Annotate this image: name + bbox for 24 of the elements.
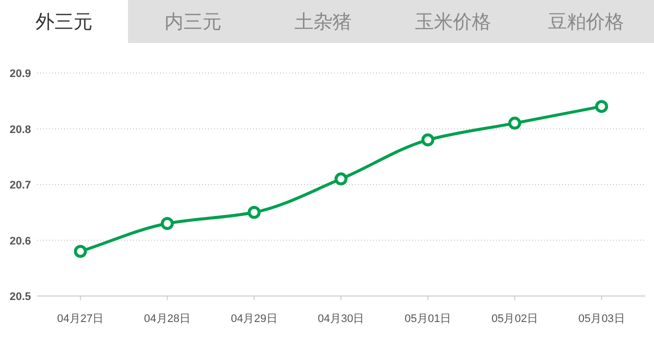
point — [160, 217, 174, 230]
point — [248, 206, 261, 219]
x-tick-label: 04月30日 — [318, 313, 364, 325]
point — [334, 172, 348, 186]
x-tick-label: 05月03日 — [578, 313, 625, 325]
text: 内三元 — [164, 12, 222, 33]
x-tick-label: 04月29日 — [230, 313, 278, 325]
text: 土杂猪 — [294, 12, 352, 33]
y-tick-label: 20.6 — [10, 235, 31, 248]
y-tick-label: 20.5 — [10, 291, 31, 303]
x-tick-label: 04月27日 — [57, 313, 104, 325]
text: 豆粕价格 — [548, 12, 624, 33]
x-tick-label: 04月28日 — [144, 313, 191, 325]
x-tick-label: 05月02日 — [491, 313, 538, 325]
chart-title: 外三元 — [36, 12, 92, 33]
y-tick-label: 20.9 — [10, 68, 31, 80]
text: 玉米价格 — [415, 12, 491, 33]
point — [421, 133, 434, 146]
y-tick-label: 20.8 — [10, 124, 31, 136]
point — [508, 116, 522, 130]
point — [74, 244, 87, 258]
x-tick-label: 05月01日 — [404, 313, 452, 325]
y-tick-label: 20.7 — [10, 180, 31, 192]
point — [595, 100, 608, 113]
